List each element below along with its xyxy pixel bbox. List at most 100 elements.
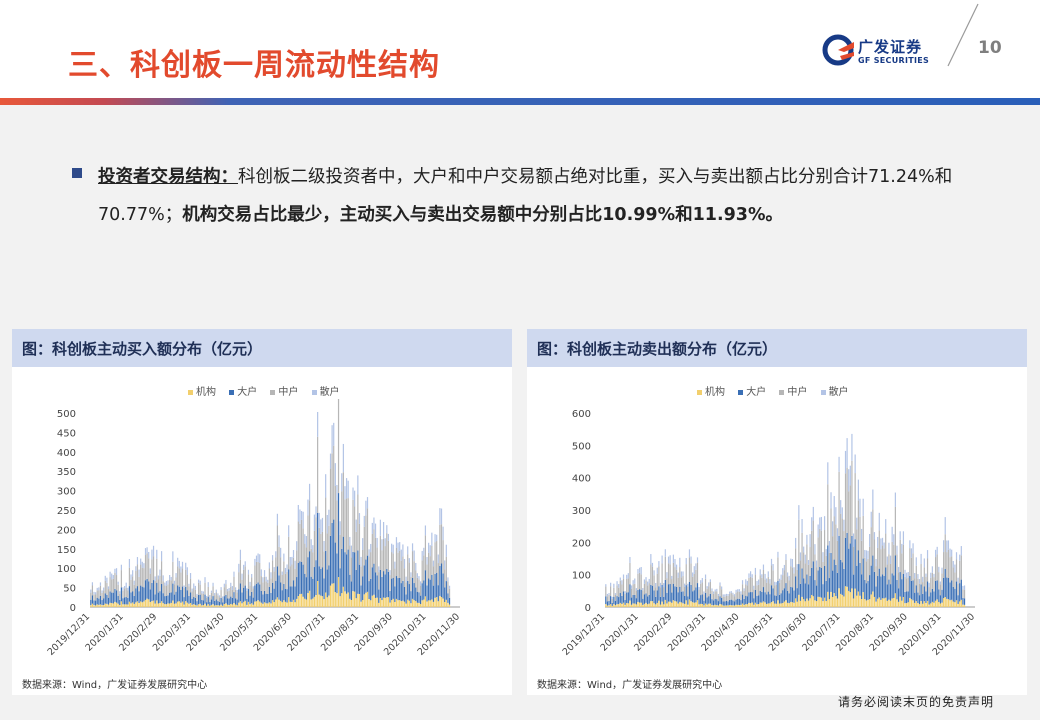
bar-segment bbox=[93, 594, 95, 601]
bar-segment bbox=[133, 580, 135, 585]
bar-segment bbox=[614, 605, 617, 607]
bar-segment bbox=[667, 601, 670, 607]
y-tick-label: 500 bbox=[57, 409, 76, 420]
bar-segment bbox=[233, 603, 235, 607]
bar-segment bbox=[667, 563, 670, 585]
bar-segment bbox=[421, 600, 423, 607]
bar-segment bbox=[692, 602, 694, 607]
bar-segment bbox=[685, 600, 687, 607]
bar-segment bbox=[189, 578, 192, 593]
bar-segment bbox=[352, 499, 354, 552]
bar-segment bbox=[115, 590, 118, 603]
bar-segment bbox=[687, 604, 689, 607]
bar-segment bbox=[922, 576, 924, 583]
bar-segment bbox=[643, 603, 646, 607]
bar-segment bbox=[135, 566, 137, 572]
bar-segment bbox=[283, 553, 285, 562]
bar-segment bbox=[822, 552, 824, 562]
bar-segment bbox=[90, 592, 92, 600]
bar-segment bbox=[643, 583, 646, 595]
bar-segment bbox=[870, 565, 872, 595]
bar-segment bbox=[941, 573, 943, 590]
bar-segment bbox=[307, 593, 309, 607]
bar-segment bbox=[684, 596, 686, 604]
bar-segment bbox=[373, 594, 375, 607]
bar-segment bbox=[125, 597, 127, 605]
bar-segment bbox=[619, 580, 621, 594]
bar-segment bbox=[941, 567, 943, 574]
bar-segment bbox=[698, 598, 700, 605]
bar-segment bbox=[798, 564, 800, 595]
bar-segment bbox=[112, 603, 114, 607]
bar-segment bbox=[407, 580, 409, 600]
bar-segment bbox=[391, 552, 393, 579]
bar-segment bbox=[743, 590, 745, 599]
bar-segment bbox=[880, 538, 882, 550]
bar-segment bbox=[442, 526, 444, 541]
bar-segment bbox=[658, 600, 660, 607]
bar-segment bbox=[925, 577, 927, 592]
bar-segment bbox=[220, 590, 222, 598]
bar-segment bbox=[856, 595, 858, 607]
bar-segment bbox=[645, 577, 647, 581]
bar-segment bbox=[315, 595, 317, 607]
bar-segment bbox=[630, 585, 633, 589]
bar-segment bbox=[368, 549, 370, 557]
bar-segment bbox=[938, 566, 940, 573]
bar-segment bbox=[783, 601, 785, 607]
bar-segment bbox=[447, 581, 449, 594]
bar-segment bbox=[889, 600, 892, 607]
bar-segment bbox=[111, 592, 113, 604]
bar-segment bbox=[682, 603, 684, 607]
bar-segment bbox=[106, 594, 108, 604]
bar-segment bbox=[820, 567, 822, 598]
summary-text-1: 科创板二级投资者中，大户和中户交易额占绝对比重，买入与卖出额占比分别合计71.2… bbox=[98, 167, 953, 225]
bar-segment bbox=[99, 595, 102, 605]
bar-segment bbox=[407, 554, 409, 581]
bar-segment bbox=[872, 591, 874, 607]
bar-segment bbox=[270, 592, 272, 604]
bar-segment bbox=[440, 597, 443, 607]
bar-segment bbox=[289, 586, 291, 602]
bar-segment bbox=[336, 593, 338, 607]
bar-segment bbox=[263, 602, 266, 607]
bar-segment bbox=[687, 583, 689, 587]
bar-segment bbox=[899, 572, 901, 597]
bar-segment bbox=[96, 587, 98, 591]
bar-segment bbox=[936, 554, 938, 581]
disclaimer-footer: 请务必阅读末页的免责声明 bbox=[838, 695, 995, 709]
bar-segment bbox=[735, 599, 737, 605]
bar-segment bbox=[444, 587, 446, 602]
bar-segment bbox=[867, 550, 869, 559]
bar-segment bbox=[354, 552, 356, 592]
bar-segment bbox=[418, 576, 420, 580]
bar-segment bbox=[725, 595, 728, 601]
bar-segment bbox=[700, 580, 702, 584]
bar-segment bbox=[610, 604, 612, 607]
bar-segment bbox=[832, 570, 834, 597]
bar-segment bbox=[640, 567, 642, 575]
bar-segment bbox=[944, 597, 946, 607]
bar-segment bbox=[738, 604, 740, 607]
bar-segment bbox=[758, 579, 760, 585]
bar-segment bbox=[437, 554, 439, 564]
bar-segment bbox=[901, 543, 903, 554]
bar-segment bbox=[368, 556, 370, 582]
bar-segment bbox=[149, 568, 151, 574]
bar-segment bbox=[220, 604, 222, 607]
bar-segment bbox=[243, 564, 245, 570]
bar-segment bbox=[843, 596, 845, 607]
header-band bbox=[0, 98, 1040, 105]
bar-segment bbox=[223, 583, 225, 588]
bar-segment bbox=[725, 600, 728, 606]
bar-segment bbox=[101, 590, 103, 593]
bar-segment bbox=[96, 604, 98, 607]
bar-segment bbox=[159, 575, 161, 592]
bar-segment bbox=[709, 603, 711, 607]
bar-segment bbox=[271, 582, 274, 601]
bar-segment bbox=[217, 605, 219, 607]
bar-segment bbox=[886, 600, 888, 607]
bar-segment bbox=[727, 595, 729, 602]
bar-segment bbox=[300, 561, 303, 594]
bar-segment bbox=[268, 602, 270, 607]
